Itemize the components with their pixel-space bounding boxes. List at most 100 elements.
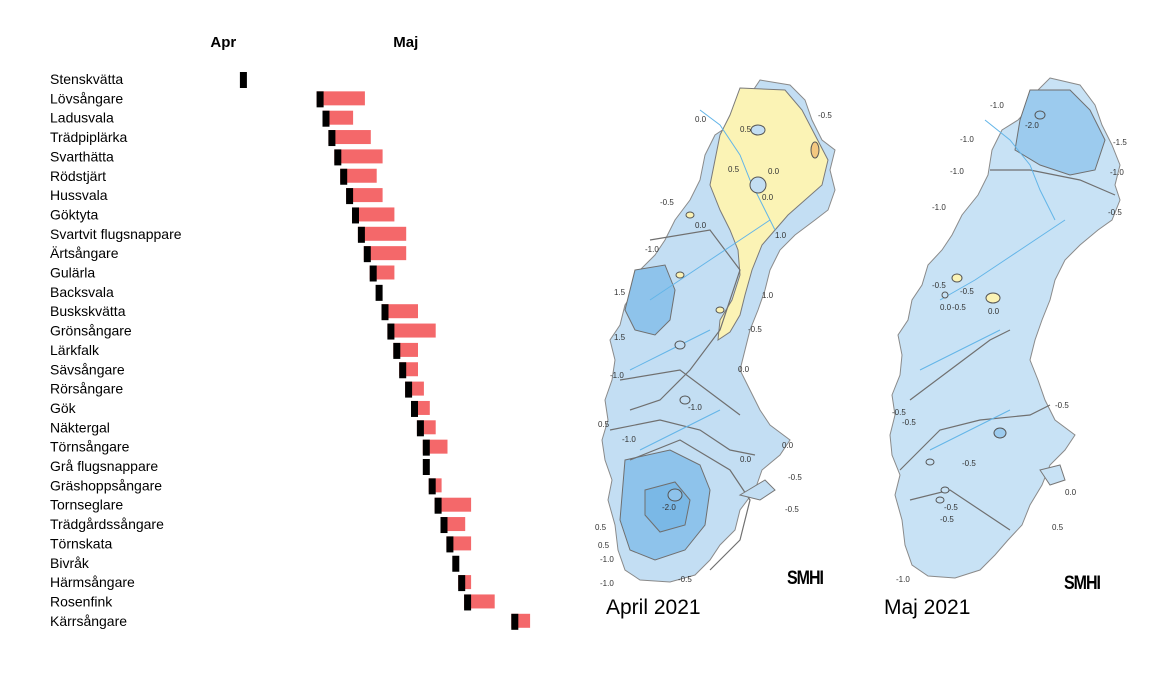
iso-label: 1.0 bbox=[762, 291, 774, 300]
arrival-start-marker bbox=[363, 246, 371, 263]
species-label: Göktyta bbox=[50, 206, 98, 222]
arrival-span-bar bbox=[434, 497, 472, 512]
smhi-logo-may: SMHI bbox=[1064, 573, 1101, 594]
arrival-span-bar bbox=[346, 188, 383, 203]
iso-label: -0.5 bbox=[748, 325, 762, 334]
species-label: Törnsångare bbox=[50, 439, 130, 455]
iso-label: -1.0 bbox=[896, 575, 910, 584]
iso-label: -1.0 bbox=[645, 245, 659, 254]
arrival-start-marker bbox=[393, 342, 401, 359]
species-label: Hussvala bbox=[50, 187, 108, 203]
arrival-start-marker bbox=[352, 207, 359, 224]
species-label: Sävsångare bbox=[50, 361, 125, 377]
iso-label: -0.5 bbox=[818, 111, 832, 120]
iso-label: -0.5 bbox=[1055, 401, 1069, 410]
arrival-start-marker bbox=[316, 91, 324, 108]
arrival-start-marker bbox=[458, 575, 466, 592]
iso-label: 0.0 bbox=[762, 193, 774, 202]
iso-label: -0.5 bbox=[932, 281, 946, 290]
iso-label: -0.5 bbox=[660, 198, 674, 207]
species-label: Ladusvala bbox=[50, 110, 114, 126]
arrival-start-marker bbox=[375, 284, 383, 301]
migration-chart: Apr Maj Stenskvätta Lövsångare Ladusvala Trä… bbox=[50, 34, 531, 630]
iso-label: -0.5 bbox=[952, 303, 966, 312]
arrival-start-marker bbox=[411, 400, 418, 417]
species-label: Ärtsångare bbox=[50, 245, 119, 261]
species-label: Backsvala bbox=[50, 284, 114, 300]
arrival-start-marker bbox=[239, 72, 247, 88]
species-label: Gök bbox=[50, 400, 77, 416]
species-label: Trädgårdssångare bbox=[50, 516, 164, 532]
iso-label: -1.0 bbox=[688, 403, 702, 412]
iso-label: -2.0 bbox=[662, 503, 676, 512]
yellow-zone bbox=[709, 87, 829, 342]
arrival-start-marker bbox=[369, 265, 377, 282]
arrival-span-bar bbox=[464, 594, 495, 609]
iso-label: 0.5 bbox=[595, 523, 607, 532]
species-label: Gulärla bbox=[50, 265, 95, 281]
arrival-start-marker bbox=[357, 226, 365, 243]
species-label: Bivråk bbox=[50, 555, 90, 571]
iso-label: -0.5 bbox=[944, 503, 958, 512]
species-label: Tornseglare bbox=[50, 497, 123, 513]
arrival-start-marker bbox=[511, 613, 519, 630]
arrival-span-bar bbox=[328, 130, 371, 145]
arrival-span-bar bbox=[357, 226, 407, 241]
arrival-start-marker bbox=[422, 459, 430, 475]
iso-label: -1.0 bbox=[960, 135, 974, 144]
iso-label: -1.0 bbox=[622, 435, 636, 444]
iso-label: 0.0 bbox=[940, 303, 952, 312]
species-label: Törnskata bbox=[50, 535, 112, 551]
species-label: Trädpiplärka bbox=[50, 129, 128, 145]
iso-label: -1.0 bbox=[600, 555, 614, 564]
iso-label: 0.0 bbox=[738, 365, 750, 374]
iso-label: 0.0 bbox=[695, 115, 707, 124]
arrival-start-marker bbox=[399, 362, 407, 379]
species-label: Rosenfink bbox=[50, 593, 113, 609]
iso-label: 0.0 bbox=[988, 307, 1000, 316]
arrival-start-marker bbox=[446, 536, 454, 553]
arrival-start-marker bbox=[334, 149, 342, 166]
iso-label: -0.5 bbox=[892, 408, 906, 417]
iso-label: -1.0 bbox=[950, 167, 964, 176]
iso-label: -2.0 bbox=[1025, 121, 1039, 130]
arrival-start-marker bbox=[322, 110, 330, 127]
iso-label: -0.5 bbox=[940, 515, 954, 524]
species-label: Näktergal bbox=[50, 419, 110, 435]
species-label: Stenskvätta bbox=[50, 71, 123, 87]
iso-label: 0.0 bbox=[695, 221, 707, 230]
arrival-start-marker bbox=[346, 188, 354, 205]
iso-label: -0.5 bbox=[962, 459, 976, 468]
map-april: 0.0 -0.5 0.5 0.5 0.0 0.0 0.0 -0.5 -1.0 1… bbox=[590, 70, 850, 590]
arrival-start-marker bbox=[428, 478, 436, 495]
sweden-outline-may bbox=[889, 77, 1121, 579]
species-label: Kärrsångare bbox=[50, 613, 127, 629]
iso-label: -1.0 bbox=[600, 579, 614, 588]
arrival-start-marker bbox=[381, 304, 389, 321]
species-label: Rödstjärt bbox=[50, 168, 106, 184]
caption-may: Maj 2021 bbox=[884, 596, 971, 619]
iso-label: -0.5 bbox=[788, 473, 802, 482]
iso-label: -1.5 bbox=[1113, 138, 1127, 147]
arrival-start-marker bbox=[434, 497, 442, 514]
iso-label: 0.5 bbox=[1052, 523, 1064, 532]
arrival-span-bar bbox=[316, 91, 365, 106]
smhi-logo-april: SMHI bbox=[787, 568, 824, 589]
iso-label: 0.5 bbox=[598, 420, 610, 429]
arrival-start-marker bbox=[405, 381, 413, 398]
species-label: Svarthätta bbox=[50, 148, 114, 164]
species-label: Svartvit flugsnappare bbox=[50, 226, 182, 242]
iso-label: -1.0 bbox=[1110, 168, 1124, 177]
iso-label: 0.5 bbox=[598, 541, 610, 550]
iso-label: -1.0 bbox=[990, 101, 1004, 110]
map-may: -1.0 -1.0 -2.0 -1.5 -1.0 -1.0 -1.0 -0.5 … bbox=[880, 70, 1130, 590]
caption-april: April 2021 bbox=[606, 596, 701, 619]
iso-label: 0.0 bbox=[768, 167, 780, 176]
iso-label: 0.0 bbox=[740, 455, 752, 464]
arrival-span-bar bbox=[352, 207, 395, 222]
iso-label: 0.5 bbox=[740, 125, 752, 134]
iso-label: 1.0 bbox=[775, 231, 787, 240]
arrival-start-marker bbox=[422, 439, 430, 456]
iso-label: -0.5 bbox=[960, 287, 974, 296]
arrival-span-bar bbox=[381, 304, 418, 319]
